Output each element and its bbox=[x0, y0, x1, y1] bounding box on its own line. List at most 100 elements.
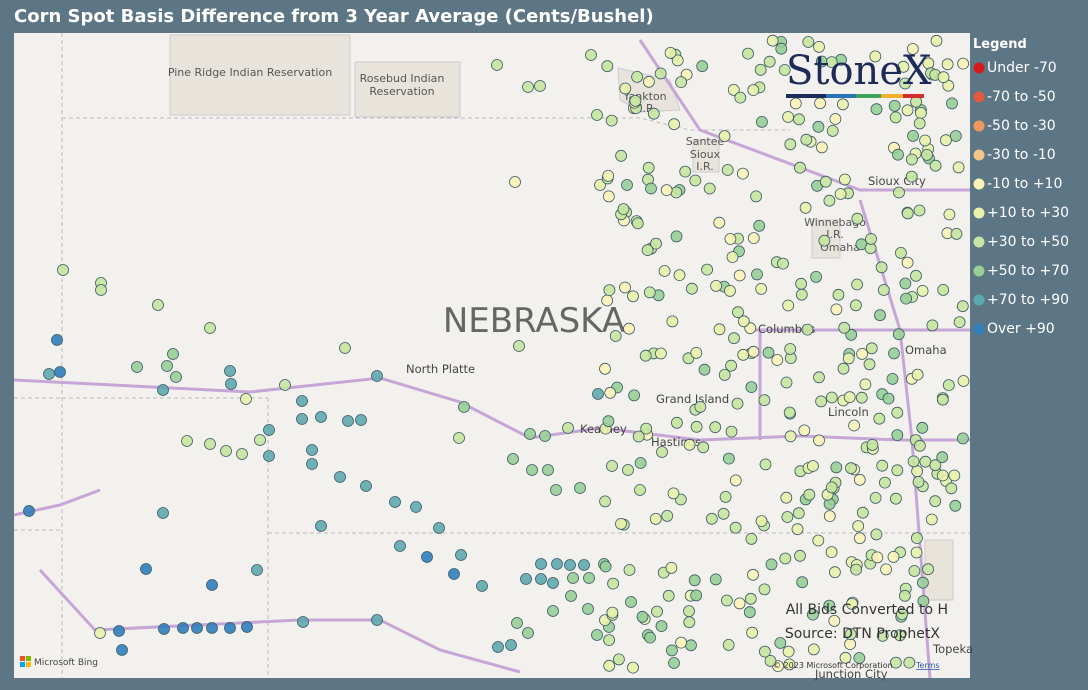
bid-point bbox=[778, 64, 791, 76]
bid-point bbox=[936, 393, 949, 406]
bid-point bbox=[893, 186, 905, 199]
legend-swatch bbox=[973, 265, 985, 277]
bid-point bbox=[891, 406, 904, 419]
bid-point bbox=[334, 471, 346, 483]
bid-point bbox=[737, 315, 750, 328]
bid-point bbox=[116, 644, 128, 656]
bid-point bbox=[224, 365, 236, 377]
bid-point bbox=[167, 348, 179, 360]
bid-point bbox=[848, 419, 860, 432]
bid-point bbox=[744, 592, 757, 605]
bid-point bbox=[937, 283, 950, 296]
bid-point bbox=[795, 288, 808, 301]
map-label: Omaha bbox=[905, 343, 947, 357]
bid-point bbox=[763, 55, 776, 68]
bid-point bbox=[606, 606, 619, 619]
map-label: Winnebago bbox=[804, 216, 866, 229]
bid-point bbox=[929, 495, 942, 508]
bid-point bbox=[491, 59, 503, 71]
bid-point bbox=[522, 627, 534, 639]
bid-point bbox=[913, 117, 926, 130]
terms-link[interactable]: Terms bbox=[915, 661, 940, 670]
bid-point bbox=[813, 434, 825, 447]
bid-point bbox=[679, 165, 692, 178]
bid-point bbox=[602, 415, 615, 428]
bid-point bbox=[509, 176, 521, 188]
legend-label: -10 to +10 bbox=[987, 176, 1062, 192]
bid-point bbox=[828, 615, 841, 627]
bid-point bbox=[603, 634, 615, 646]
bid-point bbox=[913, 204, 926, 217]
bid-point bbox=[251, 564, 263, 576]
map-label: Columbus bbox=[758, 322, 815, 336]
bid-point bbox=[895, 246, 907, 259]
bid-point bbox=[719, 490, 732, 503]
bid-point bbox=[901, 256, 914, 269]
bid-point bbox=[585, 49, 597, 61]
bid-point bbox=[755, 282, 768, 295]
bid-point bbox=[296, 395, 308, 407]
bid-point bbox=[220, 445, 232, 457]
bid-point bbox=[709, 421, 722, 434]
bid-point bbox=[899, 589, 911, 602]
bid-point bbox=[371, 370, 383, 382]
bid-point bbox=[655, 347, 667, 360]
bid-point bbox=[306, 444, 318, 456]
bid-point bbox=[306, 458, 318, 470]
bid-point bbox=[57, 264, 69, 276]
legend-swatch bbox=[973, 236, 985, 248]
bid-point bbox=[734, 91, 747, 104]
bid-point bbox=[789, 97, 802, 110]
bid-point bbox=[914, 439, 926, 452]
bid-point bbox=[888, 100, 901, 112]
bid-point bbox=[315, 520, 327, 532]
bid-point bbox=[567, 572, 579, 584]
bid-point bbox=[956, 300, 969, 313]
bid-point bbox=[745, 533, 758, 545]
bid-point bbox=[823, 510, 836, 522]
bid-point bbox=[524, 428, 536, 440]
bid-point bbox=[655, 620, 668, 632]
bid-point bbox=[625, 596, 637, 608]
bid-point bbox=[795, 277, 807, 290]
bid-point bbox=[942, 379, 955, 392]
bid-point bbox=[901, 104, 914, 117]
bid-point bbox=[315, 411, 327, 423]
copyright: © 2023 Microsoft Corporation bbox=[773, 661, 893, 670]
bid-point bbox=[636, 610, 649, 623]
bid-point bbox=[845, 462, 857, 475]
bid-point bbox=[784, 343, 797, 355]
bid-point bbox=[535, 558, 547, 570]
bid-point bbox=[916, 284, 929, 297]
bid-point bbox=[710, 279, 722, 292]
bid-point bbox=[839, 651, 852, 664]
map-label: Lincoln bbox=[828, 405, 869, 419]
bid-point bbox=[907, 455, 920, 468]
bid-point bbox=[675, 636, 687, 649]
bid-point bbox=[851, 212, 864, 225]
bid-point bbox=[818, 234, 831, 247]
bid-point bbox=[899, 77, 911, 90]
bid-point bbox=[729, 474, 742, 487]
bid-point bbox=[886, 372, 899, 385]
legend-swatch bbox=[973, 91, 985, 103]
bid-point bbox=[667, 487, 680, 500]
bid-point bbox=[236, 448, 248, 460]
bid-point bbox=[901, 207, 914, 220]
bid-point bbox=[794, 161, 806, 174]
bid-point bbox=[891, 464, 904, 477]
bid-point bbox=[832, 288, 845, 301]
bid-point bbox=[670, 186, 683, 199]
bid-point bbox=[564, 559, 576, 571]
bid-point bbox=[946, 97, 958, 110]
bid-point bbox=[673, 269, 686, 282]
bid-point bbox=[623, 564, 636, 576]
bid-point bbox=[623, 322, 635, 335]
bid-point bbox=[601, 60, 614, 73]
title: Corn Spot Basis Difference from 3 Year A… bbox=[14, 6, 654, 27]
bid-point bbox=[520, 573, 532, 585]
bid-point bbox=[825, 391, 838, 404]
bid-point bbox=[721, 594, 733, 607]
bid-point bbox=[476, 580, 488, 592]
bid-point bbox=[780, 376, 793, 389]
